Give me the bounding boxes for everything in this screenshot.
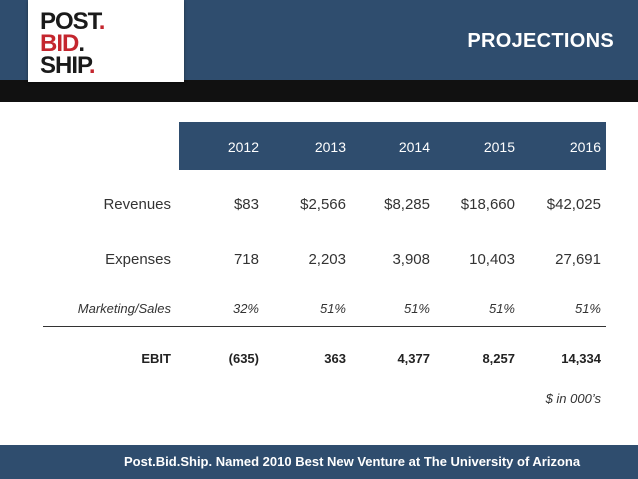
table-cell: $2,566 [300,196,346,213]
footer-band [0,445,638,479]
table-cell: 8,257 [482,351,515,366]
table-cell: 3,908 [392,251,430,268]
table-cell: 51% [319,301,346,316]
footer-text: Post.Bid.Ship. Named 2010 Best New Ventu… [124,454,581,469]
table-cell: 2,203 [308,251,346,268]
table-cell: 51% [488,301,515,316]
table-cell: $18,660 [460,196,515,213]
table-cell: 718 [233,251,259,268]
table-cell: 14,334 [561,351,601,366]
table-cell: 4,377 [397,351,430,366]
table-cell: 51% [403,301,430,316]
table-cell: $83 [233,196,259,213]
units-note: $ in 000’s [545,391,601,406]
slide-title: PROJECTIONS [467,30,614,52]
table-cell: 27,691 [555,251,601,268]
logo-line-ship: SHIP. [40,52,96,79]
table-cell: $42,025 [546,196,601,213]
table-divider [43,326,606,327]
year-header: 2015 [483,139,515,155]
table-cell: 51% [574,301,601,316]
year-header: 2014 [398,139,430,155]
table-cell: 363 [324,351,346,366]
table-cell: $8,285 [384,196,430,213]
table-header-row [179,122,606,170]
header-dark-bar [0,80,638,102]
logo-line-post: POST. [40,8,105,35]
table-cell: (635) [228,351,259,366]
row-label-expenses: Expenses [105,251,171,268]
table-cell: 32% [232,301,259,316]
row-label-ebit: EBIT [141,351,171,366]
year-header: 2016 [569,139,601,155]
row-label-marketing-sales: Marketing/Sales [77,301,171,316]
year-header: 2012 [227,139,259,155]
table-cell: 10,403 [469,251,515,268]
row-label-revenues: Revenues [103,196,171,213]
year-header: 2013 [314,139,346,155]
logo-line-bid: BID. [40,30,85,57]
logo: POST. BID. SHIP. [28,0,184,82]
